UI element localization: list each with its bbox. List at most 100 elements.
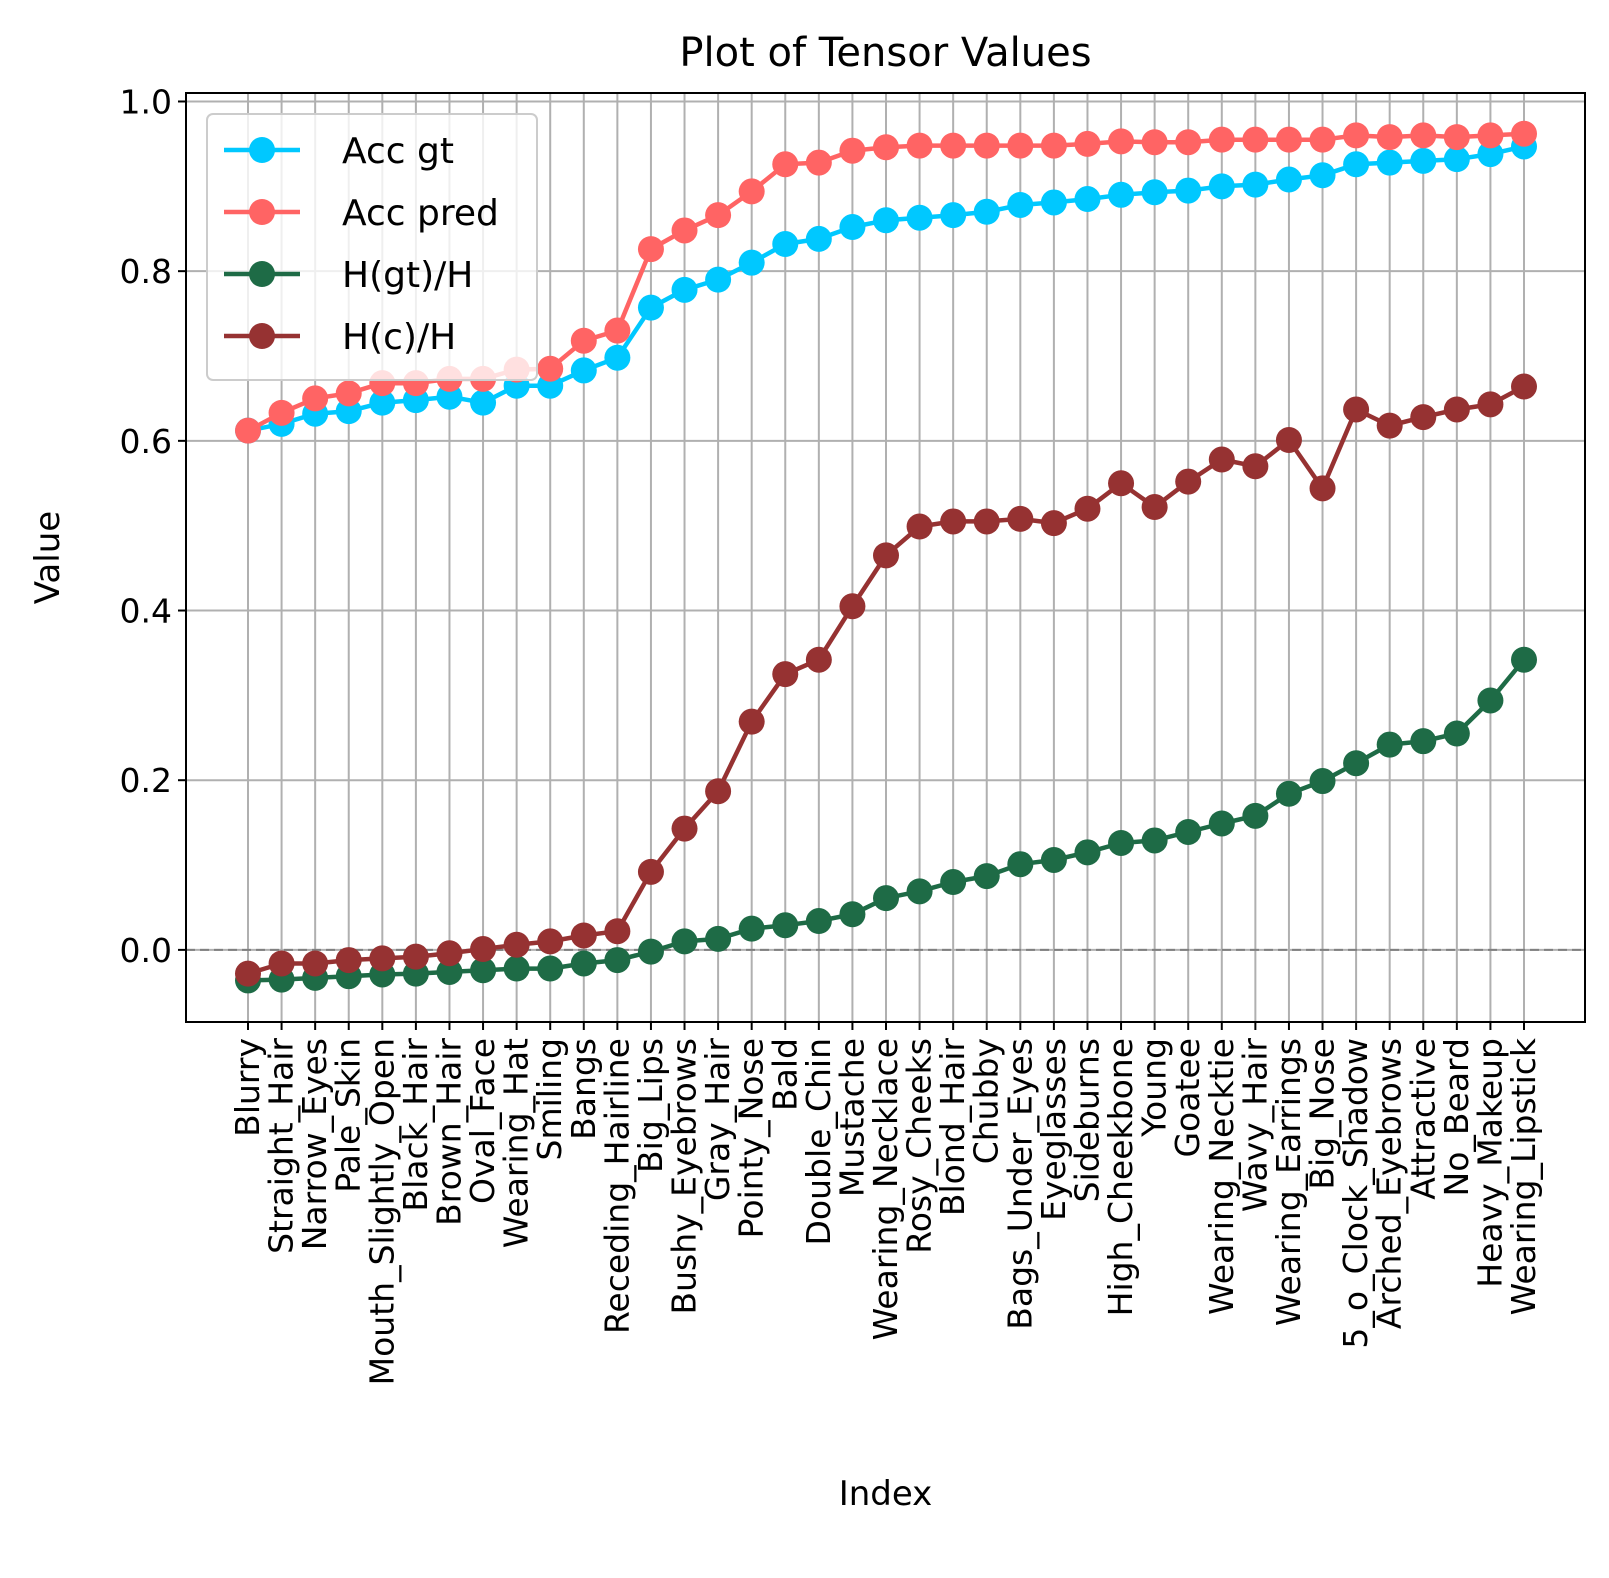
data-point bbox=[940, 869, 967, 896]
data-point bbox=[738, 249, 765, 276]
data-point bbox=[1309, 768, 1336, 795]
x-tick-label: Narrow_Eyes bbox=[295, 1038, 334, 1250]
data-point bbox=[772, 912, 799, 939]
data-point bbox=[1443, 124, 1470, 151]
data-point bbox=[570, 922, 597, 949]
y-tick-label: 1.0 bbox=[120, 82, 172, 121]
y-tick-label: 0.8 bbox=[120, 252, 172, 291]
data-point bbox=[805, 908, 832, 935]
data-point bbox=[940, 132, 967, 159]
data-point bbox=[1410, 122, 1437, 149]
x-tick-label: Black_Hair bbox=[396, 1038, 435, 1212]
x-tick-label: Smiling bbox=[530, 1038, 569, 1160]
data-point bbox=[1108, 181, 1135, 208]
legend-item: H(c)/H bbox=[224, 317, 456, 358]
legend-item: Acc pred bbox=[224, 193, 499, 234]
x-tick-label: Pale_Skin bbox=[329, 1038, 368, 1193]
data-point bbox=[503, 931, 530, 958]
data-point bbox=[1141, 179, 1168, 206]
data-point bbox=[604, 947, 631, 974]
data-point bbox=[1208, 446, 1235, 473]
data-point bbox=[671, 928, 698, 955]
data-point bbox=[805, 149, 832, 176]
legend-marker bbox=[249, 137, 275, 163]
data-point bbox=[705, 202, 732, 229]
data-point bbox=[335, 947, 362, 974]
data-point bbox=[1242, 453, 1269, 480]
series-h-c-h bbox=[235, 373, 1537, 987]
data-point bbox=[705, 925, 732, 952]
data-point bbox=[1410, 147, 1437, 174]
data-point bbox=[1074, 839, 1101, 866]
x-tick-label: Sideburns bbox=[1067, 1038, 1106, 1202]
x-tick-label: Bags_Under_Eyes bbox=[1000, 1038, 1039, 1330]
data-point bbox=[873, 134, 899, 161]
legend: Acc gt Acc pred H(gt)/H H(c)/H bbox=[206, 113, 538, 381]
x-tick-label: Straight_Hair bbox=[262, 1038, 301, 1254]
legend-label: H(gt)/H bbox=[342, 255, 473, 296]
data-point bbox=[402, 943, 429, 970]
legend-marker bbox=[249, 261, 275, 287]
data-point bbox=[570, 327, 597, 354]
x-tick-label: Chubby bbox=[967, 1038, 1006, 1164]
data-point bbox=[940, 508, 967, 535]
x-axis-ticks: BlurryStraight_HairNarrow_EyesPale_SkinM… bbox=[228, 1022, 1543, 1385]
data-point bbox=[906, 878, 933, 905]
x-tick-label: Wearing_Earrings bbox=[1269, 1038, 1308, 1326]
data-point bbox=[873, 542, 899, 569]
series-h-gt-h bbox=[235, 646, 1537, 994]
data-point bbox=[1309, 162, 1336, 189]
data-point bbox=[1477, 687, 1504, 714]
data-point bbox=[906, 132, 933, 159]
data-point bbox=[470, 389, 497, 416]
data-point bbox=[1309, 126, 1336, 153]
x-tick-label: Eyeglasses bbox=[1034, 1038, 1073, 1221]
data-point bbox=[1376, 731, 1403, 758]
data-point bbox=[1074, 130, 1101, 157]
data-point bbox=[1007, 132, 1034, 159]
data-point bbox=[671, 815, 698, 842]
data-point bbox=[1208, 173, 1235, 200]
data-point bbox=[637, 858, 664, 885]
data-point bbox=[1242, 802, 1269, 829]
x-tick-label: Wearing_Hat bbox=[497, 1038, 536, 1248]
data-point bbox=[570, 950, 597, 977]
x-tick-label: No_Beard bbox=[1437, 1038, 1476, 1196]
data-point bbox=[1007, 505, 1034, 532]
x-tick-label: Young bbox=[1135, 1038, 1174, 1138]
data-point bbox=[436, 940, 463, 967]
data-point bbox=[671, 276, 698, 303]
data-point bbox=[604, 317, 631, 344]
data-point bbox=[369, 945, 396, 972]
data-point bbox=[302, 385, 329, 412]
data-point bbox=[738, 708, 765, 735]
y-tick-label: 0.4 bbox=[120, 592, 172, 631]
data-point bbox=[1175, 818, 1202, 845]
data-point bbox=[671, 217, 698, 244]
data-point bbox=[973, 863, 1000, 890]
data-point bbox=[1376, 149, 1403, 176]
data-point bbox=[772, 231, 799, 258]
data-point bbox=[906, 513, 933, 540]
data-point bbox=[637, 294, 664, 321]
data-point bbox=[436, 958, 463, 985]
data-point bbox=[1242, 126, 1269, 153]
data-point bbox=[1007, 191, 1034, 218]
data-point bbox=[268, 950, 295, 977]
y-tick-label: 0.6 bbox=[120, 422, 172, 461]
data-point bbox=[1208, 810, 1235, 837]
data-point bbox=[1175, 129, 1202, 156]
data-point bbox=[839, 214, 866, 241]
legend-label: H(c)/H bbox=[342, 317, 456, 358]
x-tick-label: Double_Chin bbox=[799, 1038, 838, 1245]
x-tick-label: 5_o_Clock_Shadow bbox=[1336, 1038, 1375, 1349]
x-tick-label: Blurry bbox=[228, 1038, 267, 1137]
data-point bbox=[1343, 122, 1370, 149]
legend-label: Acc gt bbox=[342, 131, 454, 172]
data-point bbox=[537, 928, 564, 955]
legend-marker bbox=[249, 323, 275, 349]
x-tick-label: Wearing_Lipstick bbox=[1504, 1037, 1543, 1315]
data-point bbox=[436, 383, 463, 410]
data-point bbox=[1108, 128, 1135, 155]
